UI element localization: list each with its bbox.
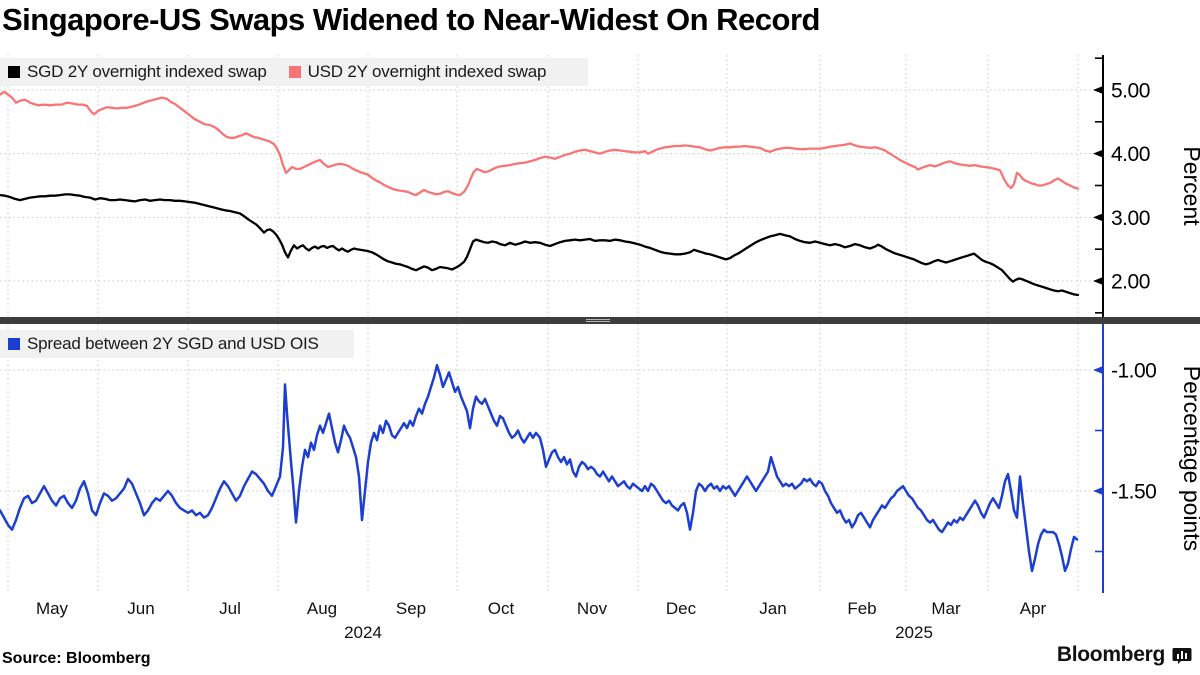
month-label: Sep: [396, 599, 426, 618]
month-label: Oct: [488, 599, 515, 618]
year-label: 2025: [895, 623, 933, 642]
month-label: Jul: [219, 599, 241, 618]
top-tick-label: 2.00: [1111, 271, 1150, 294]
top-tick-label: 3.00: [1111, 207, 1150, 230]
x-axis-labels: May Jun Jul Aug Sep Oct Nov Dec Jan Feb Mar Apr 2024…: [36, 599, 1047, 642]
legend-bottom-panel: Spread between 2Y SGD and USD OIS: [0, 330, 354, 358]
bloomberg-logo: Bloomberg: [1057, 643, 1192, 667]
month-label: May: [36, 599, 69, 618]
bloomberg-wordmark: Bloomberg: [1056, 643, 1165, 666]
divider-drag-handle-icon[interactable]: [584, 318, 612, 323]
panel-divider: [0, 317, 1200, 324]
legend-label-usd: USD 2Y overnight indexed swap: [307, 62, 547, 81]
month-label: Apr: [1020, 599, 1047, 618]
page-title: Singapore-US Swaps Widened to Near-Wides…: [2, 2, 820, 37]
bottom-tick-label: -1.00: [1111, 360, 1156, 383]
legend-item-spread: Spread between 2Y SGD and USD OIS: [8, 334, 319, 354]
bottom-axis-title: Percentage points: [1179, 366, 1200, 551]
bottom-tick-label: -1.50: [1111, 481, 1156, 504]
legend-item-sgd: SGD 2Y overnight indexed swap: [8, 62, 267, 82]
legend-label-sgd: SGD 2Y overnight indexed swap: [27, 62, 267, 81]
top-panel: 5.00 4.00 3.00 2.00 Percent: [0, 55, 1200, 317]
month-label: Jan: [759, 599, 786, 618]
spread-line: [0, 363, 1079, 573]
bottom-panel: -1.00 -1.50 Percentage points: [0, 324, 1200, 593]
month-label: Jun: [127, 599, 154, 618]
top-axis-title: Percent: [1179, 146, 1200, 226]
month-gridlines: [7, 55, 1079, 593]
legend-label-spread: Spread between 2Y SGD and USD OIS: [27, 334, 319, 353]
month-label: Feb: [847, 599, 876, 618]
sgd-legend-swatch-icon: [8, 66, 20, 78]
top-tick-label: 5.00: [1111, 80, 1150, 103]
source-attribution: Source: Bloomberg: [2, 650, 151, 667]
top-tick-label: 4.00: [1111, 143, 1150, 166]
month-label: Dec: [666, 599, 697, 618]
legend-top-panel: SGD 2Y overnight indexed swap USD 2Y ove…: [0, 58, 588, 86]
sgd-2y-ois-line: [0, 193, 1080, 297]
year-label: 2024: [344, 623, 382, 642]
bloomberg-bug-icon: [1172, 648, 1192, 664]
month-label: Aug: [307, 599, 337, 618]
usd-2y-ois-line: [0, 90, 1080, 197]
legend-item-usd: USD 2Y overnight indexed swap: [288, 62, 547, 82]
month-label: Mar: [931, 599, 961, 618]
spread-legend-swatch-icon: [8, 338, 20, 350]
usd-legend-swatch-icon: [288, 66, 301, 78]
month-label: Nov: [577, 599, 608, 618]
